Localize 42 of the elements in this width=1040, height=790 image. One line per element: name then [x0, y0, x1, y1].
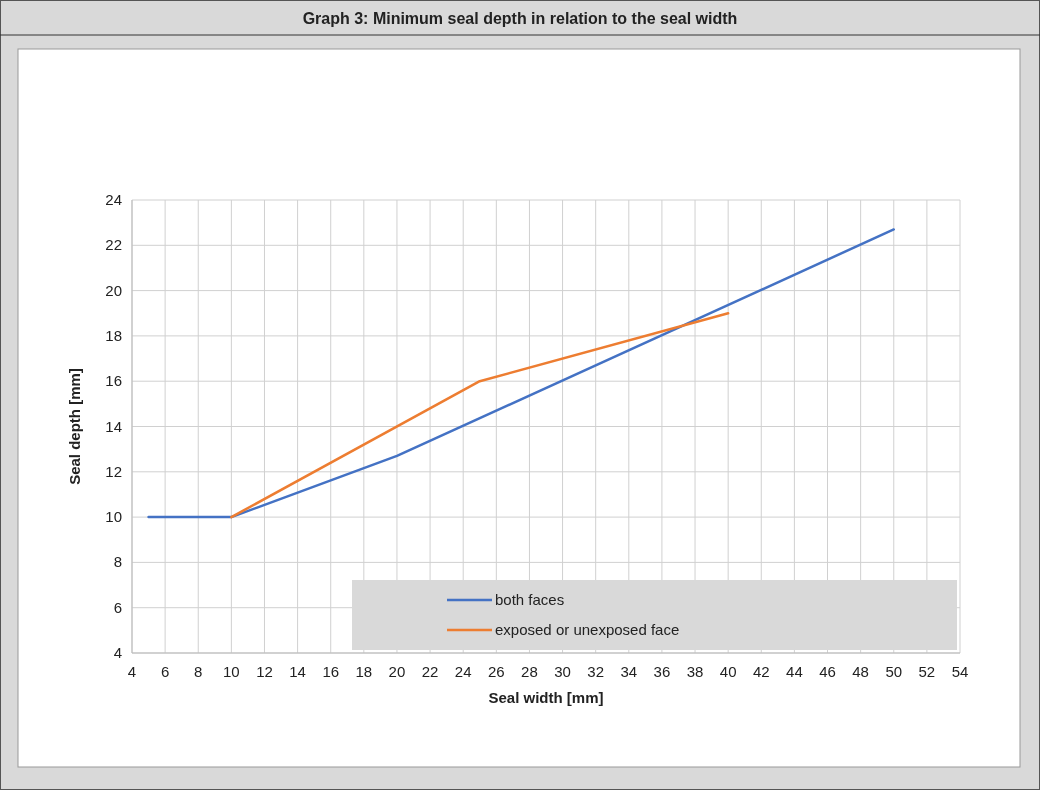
y-tick-label: 12: [105, 462, 122, 480]
x-tick-label: 16: [322, 663, 340, 680]
x-tick-label: 48: [852, 663, 869, 680]
y-tick-label: 20: [105, 281, 122, 299]
y-tick-label: 18: [105, 326, 122, 344]
y-tick-label: 6: [113, 598, 122, 616]
x-tick-label: 26: [487, 663, 505, 680]
x-tick-label: 12: [256, 663, 273, 680]
x-tick-label: 28: [521, 663, 538, 680]
x-tick-label: 34: [620, 663, 638, 680]
chart-title: Graph 3: Minimum seal depth in relation to the seal width: [302, 10, 738, 27]
y-tick-label: 8: [113, 553, 122, 571]
x-tick-label: 54: [951, 663, 969, 680]
x-tick-label: 38: [686, 663, 704, 680]
x-tick-label: 46: [819, 663, 836, 680]
x-tick-label: 18: [355, 663, 373, 680]
legend-label: exposed or unexposed face: [495, 621, 680, 638]
x-tick-label: 36: [653, 663, 671, 680]
x-tick-label: 44: [786, 663, 803, 680]
x-tick-label: 50: [885, 663, 903, 680]
y-tick-label: 10: [105, 508, 122, 526]
x-tick-label: 6: [160, 663, 170, 680]
x-tick-label: 4: [127, 663, 137, 680]
x-tick-label: 24: [454, 663, 472, 680]
x-tick-label: 10: [223, 663, 240, 680]
y-tick-label: 4: [113, 644, 122, 661]
y-tick-label: 16: [105, 372, 122, 390]
y-tick-label: 14: [105, 417, 122, 435]
x-tick-label: 40: [719, 663, 737, 680]
y-axis-title: Seal depth [mm]: [66, 368, 83, 485]
x-tick-label: 8: [194, 663, 203, 680]
x-tick-label: 32: [587, 663, 605, 680]
x-tick-label: 42: [752, 663, 770, 680]
x-tick-label: 22: [421, 663, 439, 680]
y-tick-label: 22: [105, 236, 122, 254]
x-tick-label: 20: [388, 663, 406, 680]
x-tick-label: 52: [918, 663, 936, 680]
y-tick-label: 24: [105, 191, 122, 208]
x-tick-label: 14: [289, 663, 306, 680]
legend-label: both faces: [495, 591, 565, 608]
x-axis-title: Seal width [mm]: [488, 689, 604, 706]
x-tick-label: 30: [554, 663, 571, 680]
